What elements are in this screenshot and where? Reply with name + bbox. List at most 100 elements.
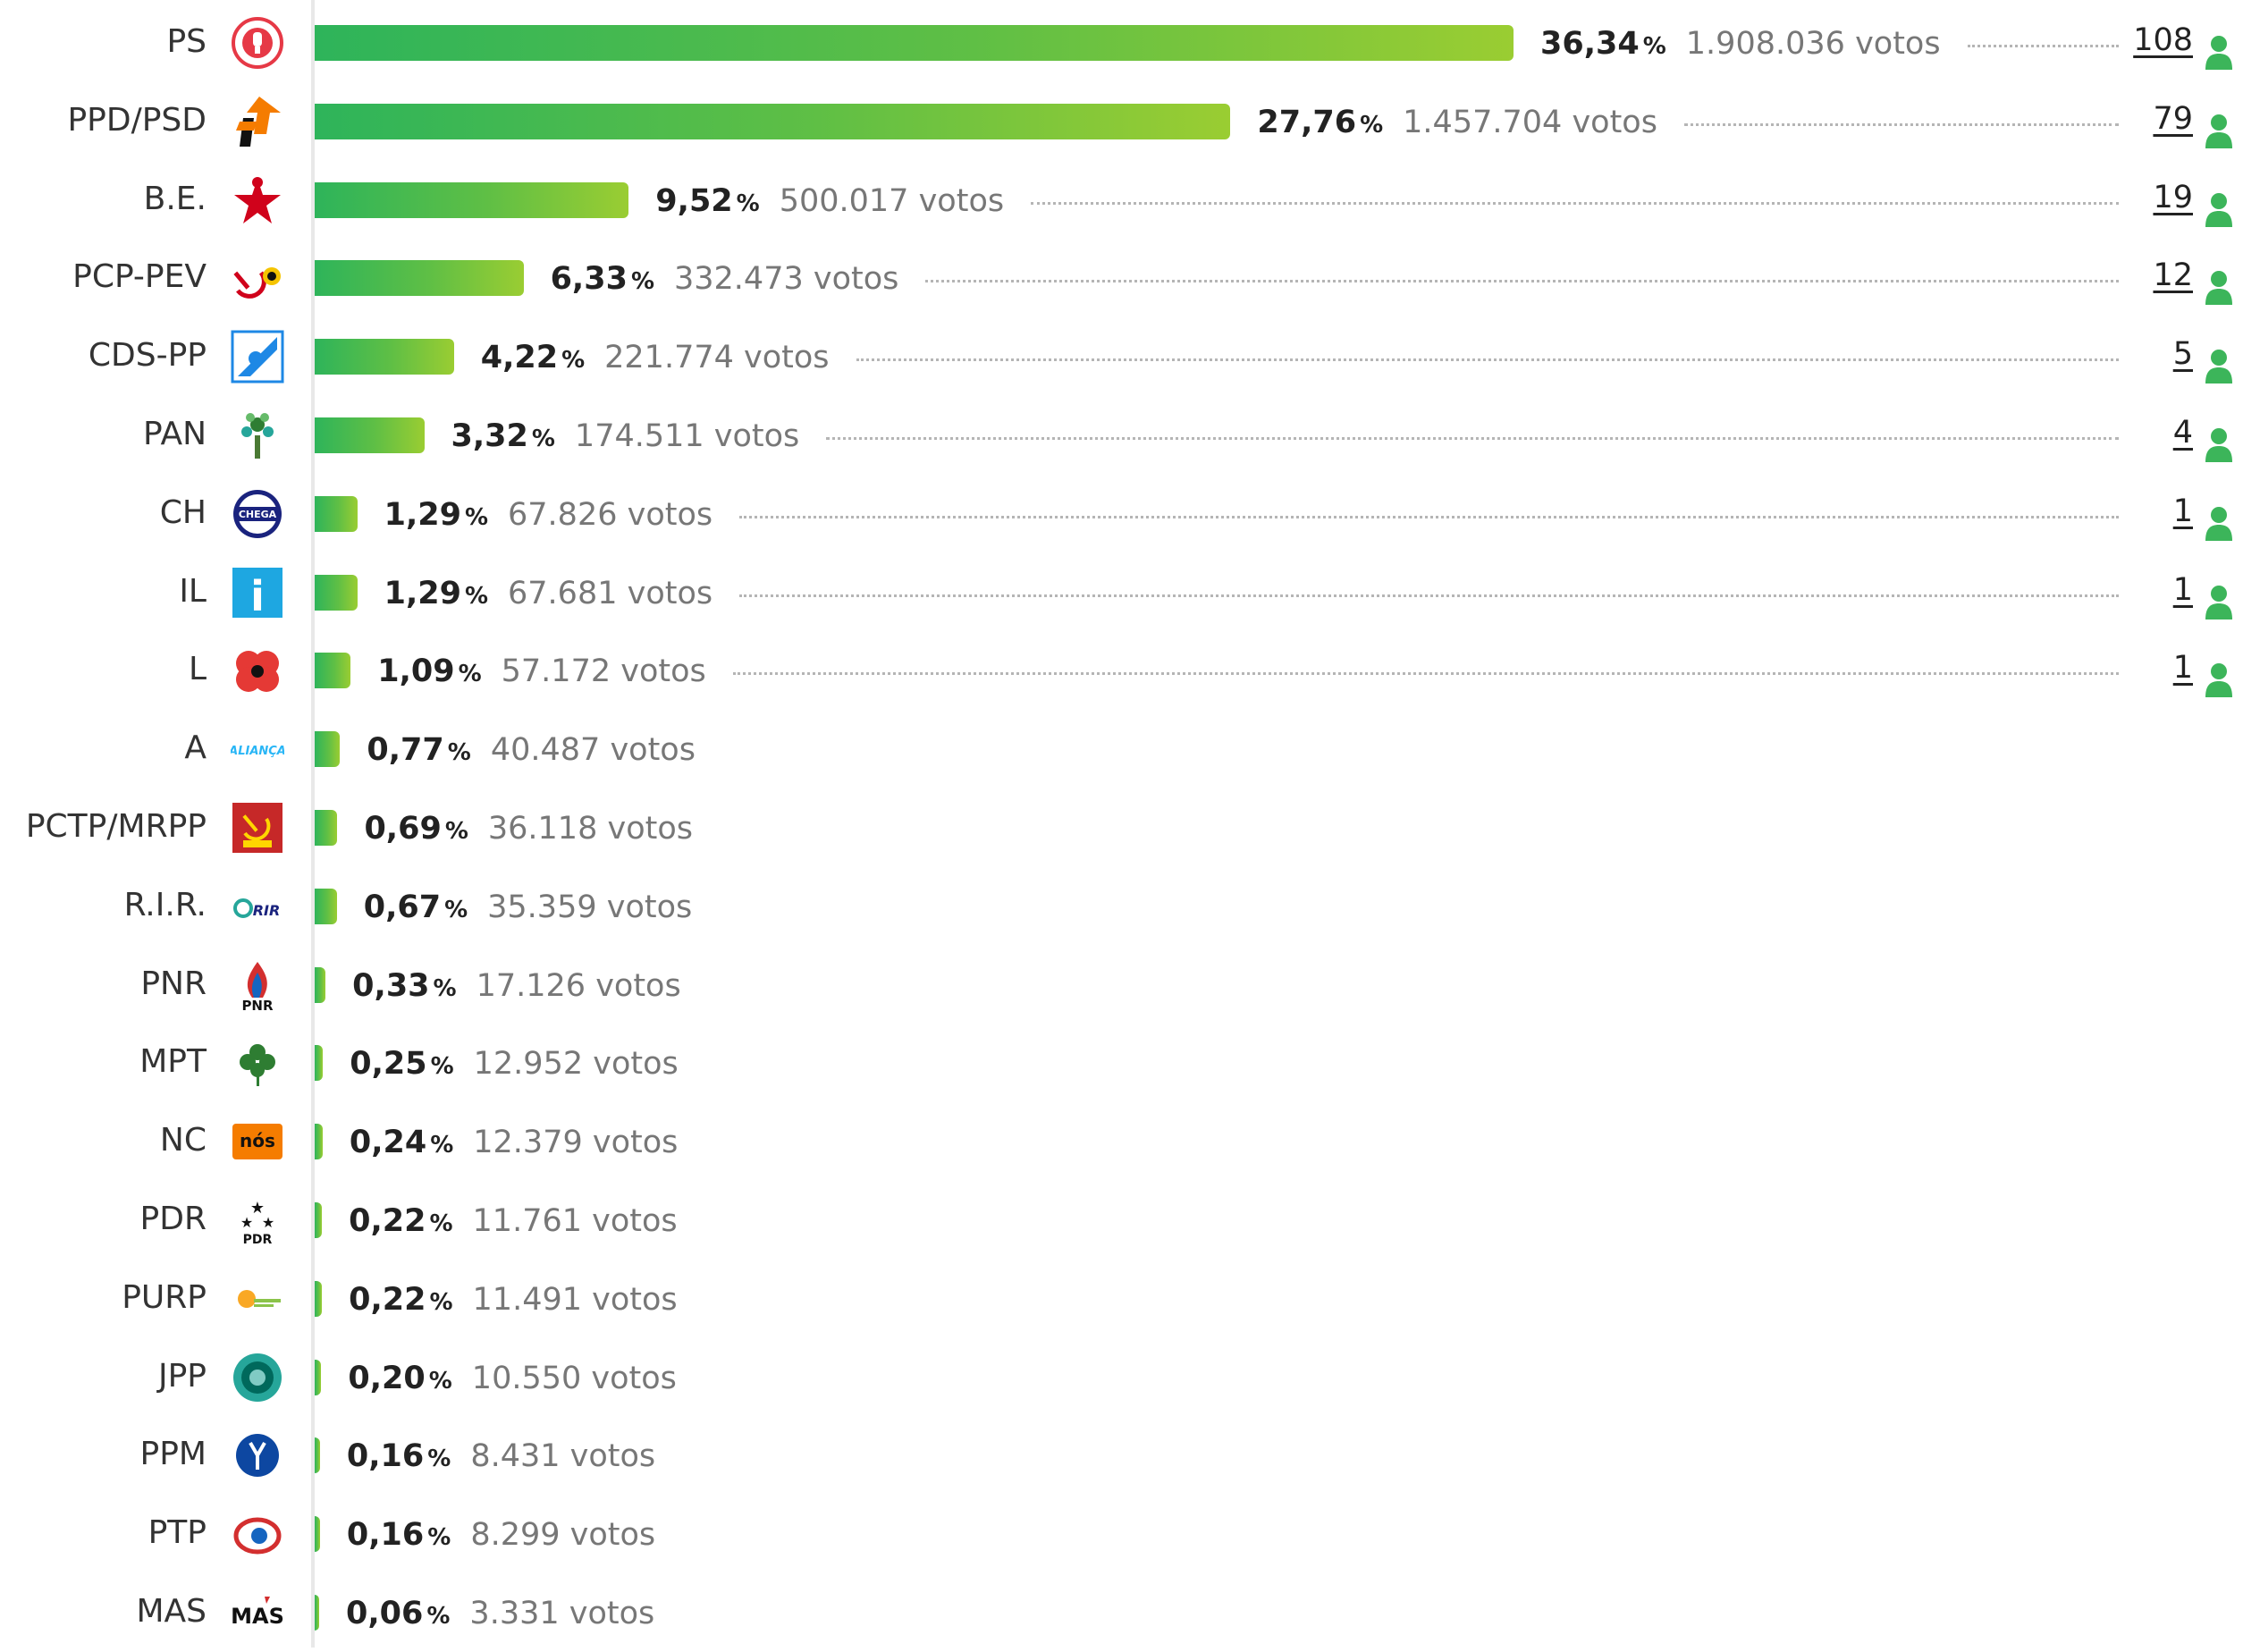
dotted-leader-line [826, 437, 2119, 440]
votes-value: 11.761 votos [473, 1203, 678, 1239]
party-name-label: A [184, 729, 207, 767]
percentage-sign: % [458, 661, 482, 688]
votes-value: 10.550 votos [472, 1361, 677, 1396]
alianca-logo: ALIANÇA [231, 722, 284, 776]
livre-poppy-logo [231, 644, 284, 697]
seats-link[interactable]: 1 [2172, 493, 2193, 529]
votes-count: 67.681 [508, 575, 618, 611]
person-icon [2204, 269, 2234, 306]
percentage-sign: % [464, 582, 489, 610]
votes-value: 12.379 votos [473, 1125, 678, 1160]
votes-value: 174.511 votos [575, 418, 799, 454]
jpp-logo [231, 1351, 284, 1404]
pan-tree-logo [231, 409, 284, 462]
dotted-leader-line [1683, 122, 2119, 126]
svg-text:ALIANÇA: ALIANÇA [231, 745, 284, 758]
party-name-label: R.I.R. [123, 886, 207, 923]
person-icon [2204, 113, 2234, 148]
seats-link[interactable]: 19 [2153, 179, 2193, 215]
vote-share-bar [315, 1595, 319, 1631]
percentage-sign: % [430, 1053, 454, 1081]
svg-text:CHEGA: CHEGA [239, 509, 277, 520]
vote-stats: 0,69% 36.118 votos [364, 806, 693, 856]
person-icon [2204, 662, 2234, 698]
result-row: MPT 0,25% 12.952 votos [0, 1024, 2243, 1102]
votes-count: 332.473 [674, 261, 804, 298]
result-row: CH CHEGA 1,29% 67.826 votos 1 [0, 475, 2243, 553]
vote-share-bar [315, 810, 338, 846]
vote-share-bar [315, 260, 524, 297]
seats-link[interactable]: 79 [2153, 100, 2193, 137]
votes-suffix: votos [620, 653, 706, 690]
votes-value: 35.359 votos [487, 889, 692, 925]
svg-text:PDR: PDR [243, 1233, 273, 1247]
percentage-value: 0,69 [364, 811, 442, 847]
votes-suffix: votos [569, 1596, 655, 1631]
dotted-leader-line [739, 515, 2119, 518]
percentage-value: 0,25 [350, 1046, 427, 1083]
votes-suffix: votos [606, 889, 693, 925]
vote-share-bar [315, 1124, 323, 1160]
party-name-label: MAS [136, 1593, 207, 1630]
result-row: PAN 3,32% 174.511 votos 4 [0, 396, 2243, 475]
person-icon [2204, 584, 2234, 620]
votes-value: 221.774 votos [604, 340, 829, 375]
vote-stats: 27,76% 1.457.704 votos [1257, 100, 1657, 150]
vote-stats: 0,33% 17.126 votos [352, 964, 681, 1014]
votes-suffix: votos [569, 1517, 656, 1554]
votes-suffix: votos [592, 1281, 678, 1318]
vote-stats: 0,77% 40.487 votos [367, 728, 696, 778]
result-row: PPD/PSD 27,76% 1.457.704 votos 79 [0, 82, 2243, 161]
vote-stats: 0,20% 10.550 votos [348, 1356, 677, 1406]
seats-link[interactable]: 5 [2172, 336, 2193, 373]
seats-link[interactable]: 1 [2172, 650, 2193, 687]
result-row: PS 36,34% 1.908.036 votos 108 [0, 4, 2243, 82]
percentage-value: 36,34 [1540, 26, 1640, 62]
votes-suffix: votos [713, 418, 800, 454]
votes-suffix: votos [744, 340, 830, 376]
votes-value: 40.487 votos [491, 732, 696, 768]
votes-value: 8.299 votos [470, 1517, 655, 1553]
seats-link[interactable]: 12 [2153, 257, 2193, 294]
votes-suffix: votos [592, 1125, 679, 1161]
votes-suffix: votos [1855, 26, 1941, 62]
vote-share-bar [315, 966, 326, 1003]
votes-count: 500.017 [779, 182, 909, 219]
votes-suffix: votos [595, 967, 681, 1004]
votes-value: 500.017 votos [780, 183, 1004, 219]
result-row: R.I.R. RIR 0,67% 35.359 votos [0, 867, 2243, 946]
party-name-label: PPD/PSD [67, 101, 207, 139]
votes-suffix: votos [813, 261, 899, 298]
seats-link[interactable]: 4 [2172, 415, 2193, 451]
percentage-sign: % [464, 503, 489, 531]
percentage-sign: % [561, 347, 586, 375]
votes-suffix: votos [627, 496, 713, 533]
seats-link[interactable]: 108 [2133, 22, 2193, 58]
result-row: L 1,09% 57.172 votos 1 [0, 631, 2243, 710]
party-name-label: CDS-PP [88, 337, 207, 375]
votes-count: 35.359 [487, 889, 597, 925]
vote-share-bar [315, 25, 1514, 61]
person-icon [2204, 191, 2234, 227]
vote-stats: 3,32% 174.511 votos [451, 414, 800, 464]
party-name-label: PS [166, 23, 207, 60]
percentage-value: 1,09 [377, 653, 455, 690]
vote-stats: 0,67% 35.359 votos [364, 885, 693, 935]
votes-suffix: votos [607, 811, 693, 847]
be-star-logo [231, 173, 284, 227]
percentage-value: 0,67 [363, 889, 442, 925]
vote-share-bar [315, 339, 454, 375]
votes-count: 3.331 [469, 1596, 560, 1631]
votes-suffix: votos [593, 1046, 679, 1083]
result-row: MAS MAS 0,06% 3.331 votos [0, 1573, 2243, 1652]
vote-share-bar [315, 1359, 322, 1395]
svg-text:★: ★ [250, 1199, 265, 1218]
svg-text:nós: nós [240, 1130, 275, 1151]
vote-share-bar [315, 1202, 323, 1238]
party-name-label: L [188, 651, 207, 688]
votes-count: 1.908.036 [1685, 26, 1845, 62]
percentage-sign: % [426, 1603, 451, 1630]
result-row: PDR ★ ★ ★ PDR 0,22% 11.761 votos [0, 1181, 2243, 1260]
seats-link[interactable]: 1 [2172, 571, 2193, 608]
